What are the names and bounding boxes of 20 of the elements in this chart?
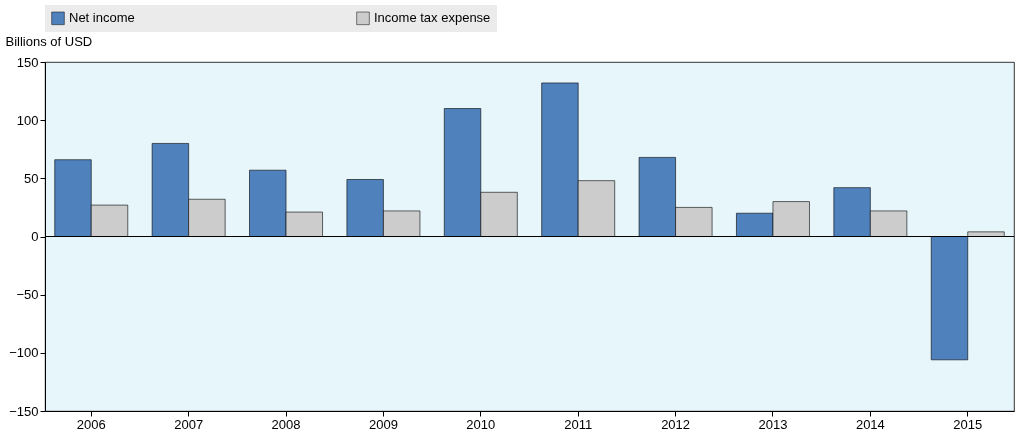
y-tick-label: 150 (16, 54, 39, 70)
x-tick-label: 2009 (368, 416, 398, 432)
x-tick-label: 2008 (271, 416, 301, 432)
x-tick-label: 2011 (564, 416, 593, 432)
x-tick-label: 2012 (661, 416, 691, 432)
legend-label: Net income (69, 10, 135, 26)
legend-label: Income tax expense (374, 10, 491, 26)
x-tick-label: 2010 (466, 416, 496, 432)
x-tick-label: 2015 (953, 416, 983, 432)
x-tick-label: 2014 (855, 416, 885, 432)
y-axis-title: Billions of USD (5, 33, 93, 49)
y-tick-label: 100 (16, 112, 39, 128)
y-tick-label: −100 (9, 345, 39, 361)
x-tick-label: 2013 (758, 416, 788, 432)
y-tick-label: −150 (9, 403, 39, 419)
x-tick-label: 2006 (76, 416, 106, 432)
y-tick-label: 50 (24, 170, 39, 186)
y-tick-label: −50 (16, 287, 39, 303)
y-tick-label: 0 (31, 229, 39, 244)
x-tick-label: 2007 (174, 416, 204, 432)
